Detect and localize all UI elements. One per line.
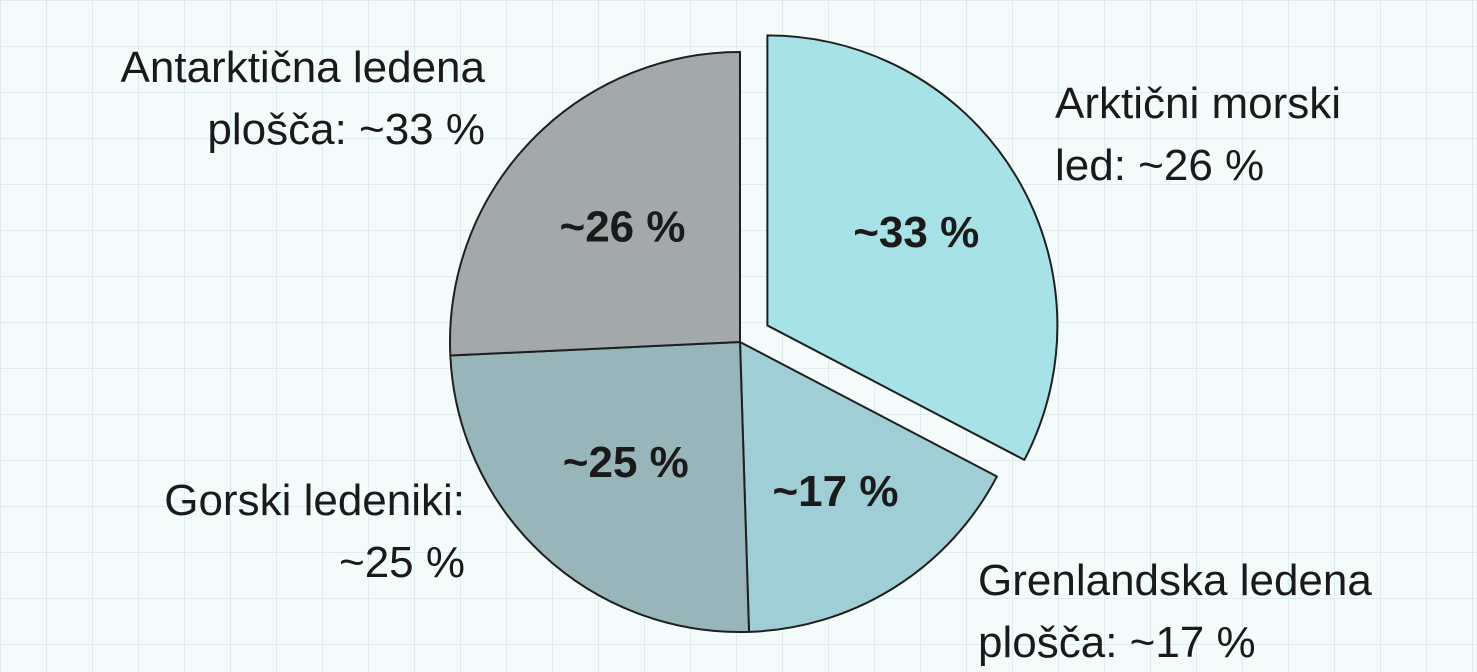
slice-category-label: Gorski ledeniki: ~25 % bbox=[164, 476, 465, 587]
slice-category-label-line: Antarktična ledena bbox=[121, 43, 486, 92]
pie-slice bbox=[739, 341, 998, 633]
slice-value-label: ~17 % bbox=[772, 467, 898, 516]
slice-category-label-line: Grenlandska ledena bbox=[978, 556, 1372, 605]
slice-value-label: ~25 % bbox=[563, 438, 689, 487]
slice-category-label-line: Arktični morski bbox=[1055, 79, 1341, 128]
slice-category-label-line: Gorski ledeniki: bbox=[164, 476, 465, 525]
slice-value-label: ~26 % bbox=[560, 203, 686, 252]
slice-category-label-line: ~25 % bbox=[339, 538, 465, 587]
pie-slice bbox=[449, 341, 751, 633]
pie-slice bbox=[766, 34, 1059, 461]
slice-category-label: Arktični morski led: ~26 % bbox=[1055, 79, 1341, 190]
slice-category-label-line: plošča: ~17 % bbox=[978, 618, 1256, 667]
slice-category-label: Grenlandska ledena plošča: ~17 % bbox=[978, 556, 1372, 667]
slice-category-label-line: plošča: ~33 % bbox=[207, 105, 485, 154]
slice-category-label-line: led: ~26 % bbox=[1055, 141, 1264, 190]
slice-value-label: ~33 % bbox=[853, 208, 979, 257]
slice-category-label: Antarktična ledena plošča: ~33 % bbox=[121, 43, 486, 154]
pie-slice bbox=[449, 51, 741, 357]
